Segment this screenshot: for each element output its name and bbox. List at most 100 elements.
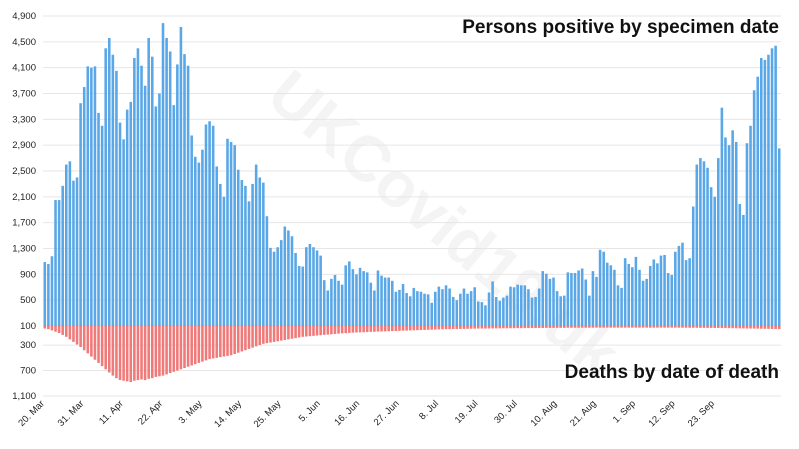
death-bar <box>333 326 337 334</box>
positive-bar <box>90 67 93 327</box>
positive-bar <box>523 285 527 326</box>
death-bar <box>186 326 190 367</box>
death-bar <box>272 326 276 342</box>
death-bar <box>645 326 648 328</box>
positive-bar <box>641 280 645 326</box>
positive-bar <box>143 85 147 326</box>
positive-bar <box>480 302 484 326</box>
death-bar <box>340 326 344 334</box>
death-bar <box>623 326 627 328</box>
positive-bar <box>555 291 559 326</box>
positive-bar <box>609 265 613 326</box>
positive-bar <box>416 291 419 326</box>
death-bar <box>86 326 90 354</box>
y-tick-label: 900 <box>20 269 36 280</box>
death-bar <box>620 326 623 328</box>
death-bar <box>537 326 541 328</box>
positive-bar <box>437 286 441 326</box>
positive-bar <box>283 226 287 326</box>
death-bar <box>770 326 774 329</box>
positive-bar <box>147 37 150 326</box>
positive-bar <box>666 273 670 326</box>
death-bar <box>416 326 419 331</box>
death-bar <box>691 326 695 328</box>
death-bar <box>305 326 308 337</box>
positive-bar <box>473 287 476 326</box>
positive-bar <box>72 180 75 326</box>
positive-bar <box>706 167 709 326</box>
death-bar <box>136 326 140 381</box>
positive-bar <box>530 297 534 326</box>
death-bar <box>240 326 244 352</box>
positive-bar <box>125 109 129 326</box>
y-tick-label: 300 <box>20 340 36 351</box>
positive-bar <box>605 262 609 326</box>
positive-bar <box>369 282 373 326</box>
positive-bar <box>448 288 451 326</box>
positive-bar <box>240 180 244 326</box>
positive-bar <box>93 66 97 326</box>
y-tick-label: 100 <box>20 321 36 332</box>
death-bar <box>527 326 530 329</box>
death-bar <box>641 326 645 328</box>
positive-bar <box>724 137 727 326</box>
y-tick-label: 4,900 <box>12 11 36 22</box>
positive-bar <box>713 196 717 326</box>
death-bar <box>283 326 287 340</box>
death-bar <box>150 326 154 379</box>
positive-bar <box>760 57 763 327</box>
positive-bar <box>767 54 770 326</box>
positive-bar <box>176 64 179 326</box>
positive-bar <box>79 103 82 326</box>
positive-bar <box>111 54 115 326</box>
death-bar <box>269 326 272 343</box>
death-bar <box>545 326 548 328</box>
death-bar <box>670 326 674 328</box>
positive-bar <box>380 275 383 326</box>
death-bar <box>279 326 283 341</box>
death-bar <box>426 326 430 330</box>
death-bar <box>176 326 179 371</box>
positive-bar <box>720 107 724 326</box>
positive-bar <box>348 261 351 326</box>
death-bar <box>674 326 677 328</box>
death-bar <box>68 326 72 340</box>
death-bar <box>516 326 519 329</box>
positive-bar <box>652 259 656 326</box>
positive-bar <box>394 291 398 326</box>
positive-bar <box>290 236 294 326</box>
death-bar <box>208 326 211 360</box>
positive-bar <box>466 293 469 326</box>
positive-bar <box>717 158 720 326</box>
y-tick-label: 4,500 <box>12 37 36 48</box>
positive-bar <box>351 269 355 326</box>
positive-bar <box>455 300 459 326</box>
positive-bar <box>97 112 100 326</box>
x-tick-label: 27. Jun <box>372 398 402 428</box>
positive-bar <box>674 251 677 326</box>
x-tick-label: 30. Jul <box>492 398 520 426</box>
death-bar <box>709 326 713 328</box>
death-bar <box>90 326 93 357</box>
death-bar <box>598 326 602 328</box>
positive-bar <box>433 291 437 326</box>
y-tick-label: 2,500 <box>12 166 36 177</box>
x-tick-label: 3. May <box>177 398 205 426</box>
positive-bar <box>326 290 330 326</box>
x-tick-label: 21. Aug <box>568 398 599 429</box>
positive-bar <box>552 277 555 326</box>
y-tick-label: 2,900 <box>12 140 36 151</box>
death-bar <box>559 326 562 328</box>
positive-bar <box>541 271 545 326</box>
positive-bar <box>580 268 584 326</box>
death-bar <box>287 326 290 340</box>
positive-bar <box>315 250 319 326</box>
positive-bar <box>476 301 480 326</box>
positive-bar <box>391 280 394 326</box>
death-bar <box>677 326 681 328</box>
death-bar <box>72 326 75 342</box>
positive-bar <box>570 273 573 326</box>
positive-bar <box>638 269 641 326</box>
positive-bar <box>484 305 487 326</box>
death-bar <box>548 326 552 328</box>
